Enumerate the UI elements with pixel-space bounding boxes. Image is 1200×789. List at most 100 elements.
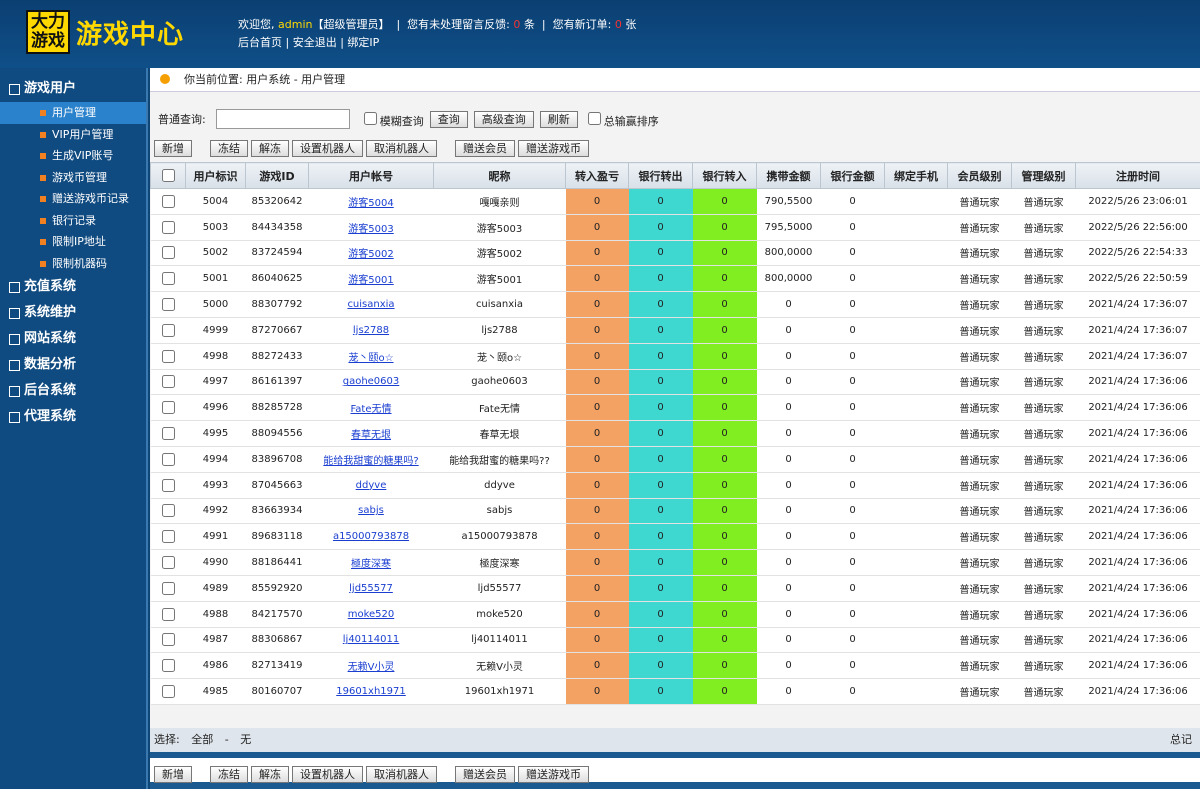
- menu-group[interactable]: 游戏用户: [0, 76, 146, 102]
- row-checkbox[interactable]: [162, 478, 175, 492]
- row-checkbox[interactable]: [162, 633, 175, 647]
- cell: 普通玩家: [947, 446, 1012, 473]
- toolbar-button[interactable]: 取消机器人: [366, 140, 437, 157]
- search-button[interactable]: 查询: [429, 110, 468, 128]
- cell: 普通玩家: [947, 498, 1012, 525]
- column-header: 绑定手机: [884, 162, 948, 189]
- account-link[interactable]: 極度深寒: [351, 559, 391, 571]
- row-checkbox[interactable]: [162, 685, 175, 699]
- account-link[interactable]: 无赖V小灵: [347, 662, 395, 674]
- menu-item[interactable]: 游戏币管理: [0, 167, 146, 189]
- account-link[interactable]: 能给我甜蜜的糖果吗?: [323, 455, 419, 467]
- menu-item[interactable]: 用户管理: [0, 102, 146, 124]
- menu-item[interactable]: 限制机器码: [0, 253, 146, 275]
- phone-cell: [884, 446, 948, 473]
- account-link[interactable]: 游客5004: [348, 197, 394, 209]
- fuzzy-checkbox[interactable]: [363, 112, 377, 125]
- toolbar-button[interactable]: 赠送游戏币: [518, 140, 589, 157]
- row-checkbox[interactable]: [162, 401, 175, 415]
- account-link[interactable]: ljd55577: [349, 582, 393, 594]
- toolbar-button[interactable]: 解冻: [251, 766, 289, 783]
- toolbar-button[interactable]: 冻结: [210, 140, 248, 157]
- header-select: [150, 162, 186, 189]
- order-count[interactable]: 0: [614, 18, 622, 31]
- toolbar-button[interactable]: 解冻: [251, 140, 289, 157]
- search-button[interactable]: 刷新: [539, 110, 578, 128]
- row-checkbox[interactable]: [162, 298, 175, 312]
- toolbar-button[interactable]: 冻结: [210, 766, 248, 783]
- menu-item[interactable]: 赠送游戏币记录: [0, 188, 146, 210]
- feedback-count[interactable]: 0: [513, 18, 521, 31]
- menu-group[interactable]: 代理系统: [0, 404, 146, 430]
- select-none[interactable]: 无: [240, 733, 252, 746]
- row-checkbox[interactable]: [162, 375, 175, 389]
- account-link[interactable]: ddyve: [355, 479, 387, 491]
- row-checkbox[interactable]: [162, 246, 175, 260]
- account-link[interactable]: 游客5003: [348, 223, 394, 235]
- row-checkbox[interactable]: [162, 194, 175, 208]
- row-checkbox[interactable]: [162, 220, 175, 234]
- menu-item[interactable]: VIP用户管理: [0, 124, 146, 146]
- sort-option[interactable]: 总输赢排序: [584, 109, 659, 129]
- account-link[interactable]: 茏丶颐o☆: [348, 352, 394, 364]
- toolbar-button[interactable]: 设置机器人: [292, 766, 363, 783]
- account-link[interactable]: gaohe0603: [342, 376, 400, 388]
- cell: 0: [628, 472, 693, 499]
- account-link[interactable]: lj40114011: [342, 634, 400, 646]
- row-checkbox[interactable]: [162, 659, 175, 673]
- cell: 茏丶颐o☆: [433, 343, 566, 370]
- toolbar-button[interactable]: 取消机器人: [366, 766, 437, 783]
- account-link[interactable]: ljs2788: [352, 324, 390, 336]
- row-select: [150, 420, 186, 447]
- menu-item[interactable]: 限制IP地址: [0, 231, 146, 253]
- cell: 普通玩家: [1011, 420, 1076, 447]
- account-link[interactable]: 游客5002: [348, 249, 394, 261]
- account-link[interactable]: 春草无垠: [351, 430, 391, 442]
- menu-group[interactable]: 系统维护: [0, 300, 146, 326]
- search-input[interactable]: [215, 109, 350, 129]
- select-all[interactable]: 全部: [191, 733, 214, 746]
- row-checkbox[interactable]: [162, 530, 175, 544]
- toolbar-button[interactable]: 新增: [154, 766, 192, 783]
- row-checkbox[interactable]: [162, 556, 175, 570]
- menu-item[interactable]: 银行记录: [0, 210, 146, 232]
- search-button[interactable]: 高级查询: [473, 110, 534, 128]
- cell: 4985: [185, 678, 246, 705]
- menu-group[interactable]: 充值系统: [0, 274, 146, 300]
- toolbar-button[interactable]: 赠送会员: [455, 766, 515, 783]
- account-link[interactable]: a15000793878: [332, 531, 410, 543]
- row-checkbox[interactable]: [162, 323, 175, 337]
- account-link[interactable]: moke520: [347, 608, 395, 620]
- toolbar-button[interactable]: 设置机器人: [292, 140, 363, 157]
- account-link[interactable]: Fate无情: [350, 404, 392, 416]
- account-link[interactable]: cuisanxia: [347, 299, 395, 311]
- row-checkbox[interactable]: [162, 272, 175, 286]
- menu-group[interactable]: 后台系统: [0, 378, 146, 404]
- account-link[interactable]: 19601xh1971: [336, 686, 406, 698]
- row-checkbox[interactable]: [162, 427, 175, 441]
- header-link[interactable]: 绑定IP: [347, 36, 380, 49]
- sort-checkbox[interactable]: [587, 112, 601, 125]
- menu-group[interactable]: 网站系统: [0, 326, 146, 352]
- table-row: 4990 88186441 極度深寒 極度深寒 0 0 0 0 0 普通玩家 普通玩家 2021/4/…: [150, 549, 1200, 576]
- row-checkbox[interactable]: [162, 504, 175, 518]
- header-link[interactable]: 后台首页: [238, 36, 282, 49]
- cell: 普通玩家: [1011, 369, 1076, 396]
- account-link[interactable]: 游客5001: [348, 275, 394, 287]
- toolbar-button[interactable]: 赠送游戏币: [518, 766, 589, 783]
- menu-group[interactable]: 数据分析: [0, 352, 146, 378]
- account-link[interactable]: sabjs: [358, 505, 384, 517]
- row-checkbox[interactable]: [162, 452, 175, 466]
- select-separator: -: [224, 733, 229, 746]
- cell: 0: [756, 420, 821, 447]
- toolbar-button[interactable]: 新增: [154, 140, 192, 157]
- header-link[interactable]: 安全退出: [292, 36, 337, 49]
- toolbar-button[interactable]: 赠送会员: [455, 140, 515, 157]
- menu-item[interactable]: 生成VIP账号: [0, 145, 146, 167]
- row-checkbox[interactable]: [162, 607, 175, 621]
- row-checkbox[interactable]: [162, 581, 175, 595]
- select-all-checkbox[interactable]: [162, 169, 175, 182]
- row-checkbox[interactable]: [162, 349, 175, 363]
- column-header: 银行转入: [692, 162, 757, 189]
- fuzzy-option[interactable]: 模糊查询: [360, 109, 424, 129]
